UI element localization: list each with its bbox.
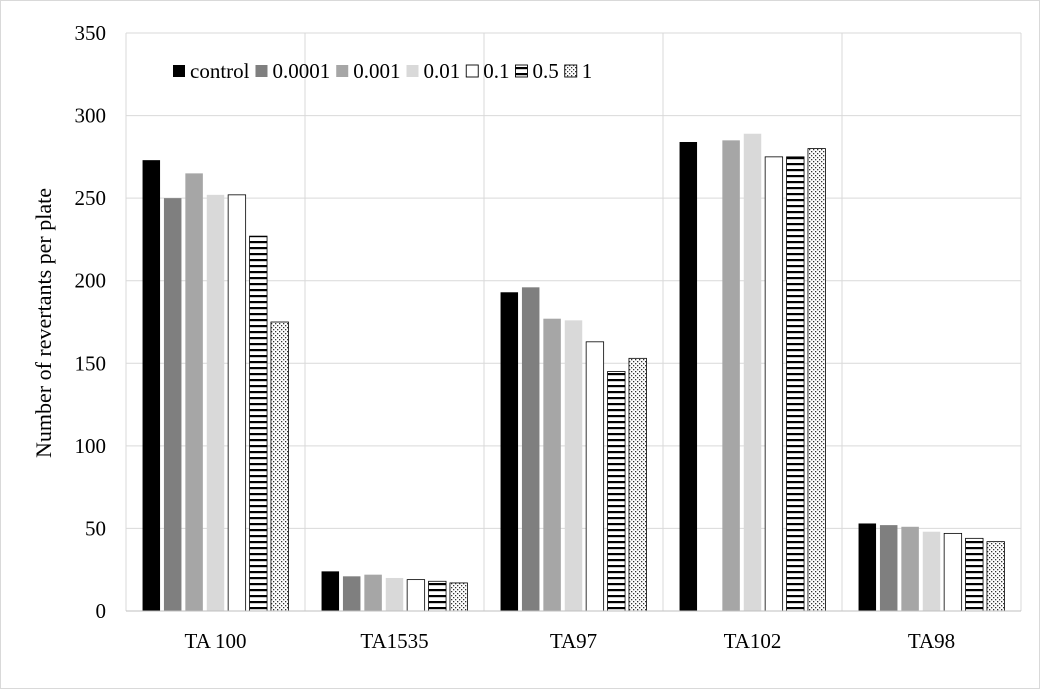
y-tick-label: 0 [96, 599, 107, 623]
bar-ta1535-series-4 [406, 579, 426, 612]
bar-ta102-series-6 [807, 148, 826, 612]
bar-ta98-series-4 [943, 532, 963, 612]
legend-label: 0.1 [483, 59, 509, 83]
bar-ta97-series-3 [564, 320, 583, 611]
legend-swatch [564, 64, 578, 78]
x-tick-label: TA98 [908, 629, 955, 653]
bar-ta100-series-4 [227, 194, 247, 612]
bar-ta97-series-6 [628, 357, 647, 612]
legend-label: control [190, 59, 250, 83]
bar-ta102-series-3 [743, 133, 762, 612]
bar-ta97-series-5 [607, 371, 626, 612]
y-tick-label: 250 [75, 186, 107, 210]
x-tick-label: TA 100 [185, 629, 247, 653]
legend-swatch [255, 65, 268, 77]
y-tick-label: 100 [75, 434, 107, 458]
legend: control 0.0001 0.001 0.01 0.1 0.5 1 [173, 59, 592, 83]
bar-ta98-series-0 [858, 523, 877, 611]
legend-swatch [173, 65, 185, 77]
bar-ta1535-series-5 [428, 580, 447, 612]
bar-ta100-series-6 [270, 321, 289, 612]
bar-ta100-series-5 [249, 235, 268, 612]
bar-ta97-series-2 [543, 318, 561, 611]
bar-ta98-series-1 [879, 525, 898, 611]
bar-ta98-series-3 [922, 531, 941, 611]
bar-ta97-series-1 [521, 287, 540, 611]
bar-ta1535-series-0 [321, 571, 340, 611]
bar-ta98-series-5 [965, 537, 984, 612]
bar-ta100-series-3 [206, 194, 225, 611]
legend-label: 0.0001 [272, 59, 330, 83]
bar-ta102-series-2 [722, 140, 740, 612]
bar-ta1535-series-3 [385, 577, 404, 611]
y-tick-label: 150 [75, 351, 107, 375]
bar-ta97-series-4 [585, 341, 605, 612]
bar-ta100-series-0 [142, 160, 161, 611]
legend-swatch [336, 65, 349, 77]
bar-ta102-series-4 [764, 156, 784, 612]
bar-ta98-series-6 [986, 541, 1005, 612]
legend-label: 0.001 [353, 59, 400, 83]
bar-ta102-series-0 [679, 141, 698, 611]
legend-label: 0.01 [423, 59, 460, 83]
bar-ta97-series-0 [500, 292, 519, 611]
y-tick-label: 350 [75, 21, 107, 45]
legend-swatch [406, 65, 419, 77]
bar-ta100-series-1 [163, 198, 182, 611]
bar-ta1535-series-6 [449, 582, 468, 612]
bar-ta98-series-2 [901, 526, 919, 611]
legend-label: 0.5 [532, 59, 558, 83]
legend-swatch [515, 64, 528, 78]
bar-ta1535-series-2 [364, 574, 382, 611]
bar-ta102-series-5 [786, 156, 805, 612]
y-tick-label: 200 [75, 269, 107, 293]
x-tick-label: TA97 [550, 629, 597, 653]
legend-swatch [465, 64, 479, 78]
y-axis-title: Number of revertants per plate [31, 188, 56, 458]
y-tick-label: 50 [85, 516, 106, 540]
axes: 0 50 100 150 200 250 300 350 TA 100 TA1535 TA97 TA1… [75, 21, 1021, 653]
bars [142, 133, 1005, 612]
x-tick-label: TA1535 [360, 629, 428, 653]
y-tick-label: 300 [75, 104, 107, 128]
legend-label: 1 [582, 59, 593, 83]
bar-ta100-series-2 [185, 173, 203, 611]
x-tick-label: TA102 [724, 629, 782, 653]
bar-ta1535-series-1 [342, 576, 361, 611]
